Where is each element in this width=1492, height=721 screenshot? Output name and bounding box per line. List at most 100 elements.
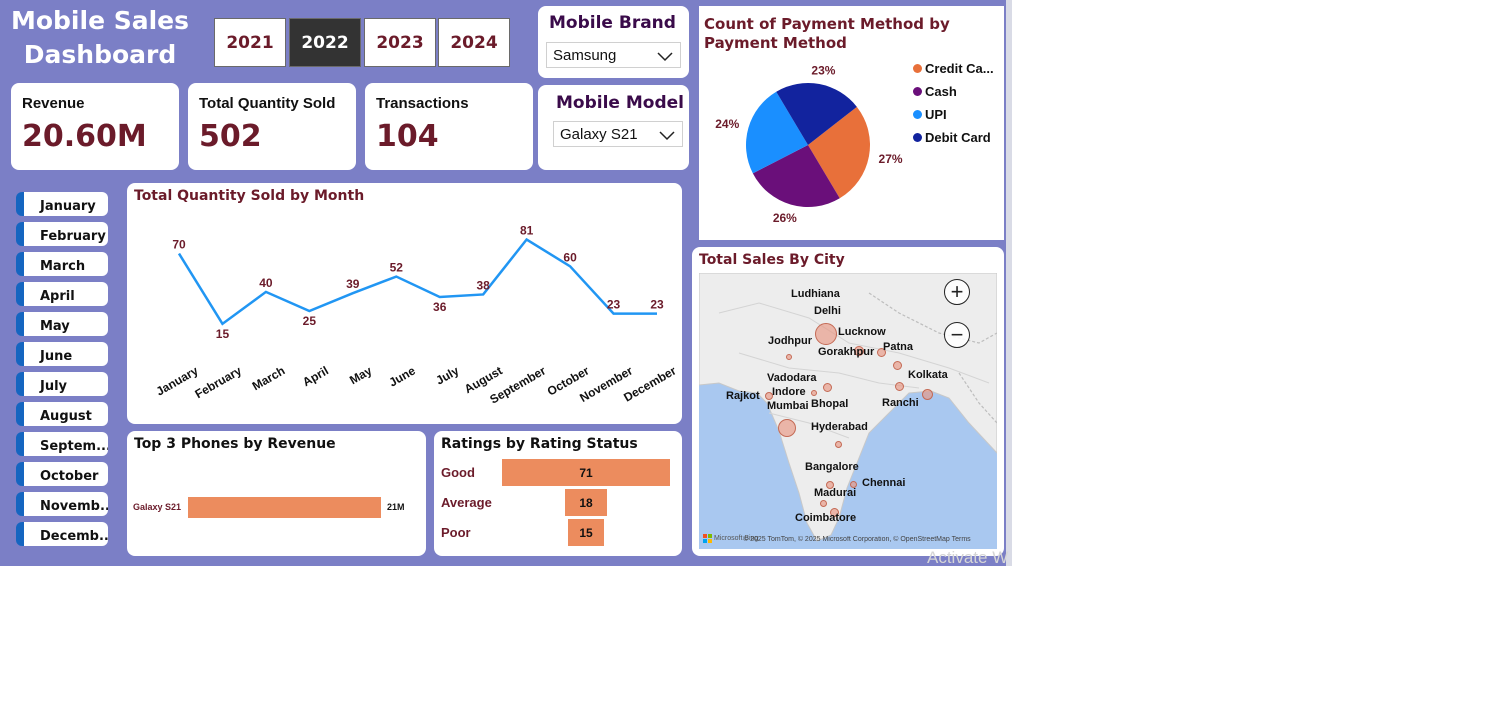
legend-credit-card[interactable]: Credit Ca... [913, 61, 994, 76]
model-dropdown[interactable]: Galaxy S21 [553, 121, 683, 147]
quantity-card: Total Quantity Sold 502 [188, 83, 356, 170]
year-2023-button[interactable]: 2023 [364, 18, 436, 67]
month-button-6[interactable]: June [16, 342, 108, 366]
data-label-6: 52 [390, 261, 404, 275]
brand-dropdown[interactable]: Samsung [546, 42, 681, 68]
city-bubble-10[interactable] [765, 392, 773, 400]
city-label-vadodara: Vadodara [767, 372, 817, 384]
city-bubble-8[interactable] [894, 381, 904, 391]
legend-credit-card-label: Credit Ca... [925, 61, 994, 76]
month-button-11[interactable]: Novemb... [16, 492, 108, 516]
pie-slice-upi[interactable] [746, 91, 808, 174]
brand-slicer-title: Mobile Brand [549, 13, 676, 33]
payment-pie-card: Count of Payment Method by Payment Metho… [699, 6, 1004, 240]
zoom-in-button[interactable]: + [944, 279, 970, 305]
month-button-8[interactable]: August [16, 402, 108, 426]
city-bubble-12[interactable] [834, 440, 842, 448]
city-bubble-7[interactable] [811, 390, 817, 396]
city-bubble-5[interactable] [892, 360, 902, 370]
city-label-indore: Indore [772, 386, 806, 398]
data-label-9: 81 [520, 224, 534, 238]
city-bubble-3[interactable] [854, 346, 864, 356]
quantity-line-chart: 70 January 15 February 40 March 25 April 39 May 52… [154, 224, 679, 407]
month-button-5[interactable]: May [16, 312, 108, 336]
month-button-12[interactable]: Decemb... [16, 522, 108, 546]
x-tick-label-7: July [433, 363, 461, 387]
title-line-1: Mobile Sales [10, 6, 190, 35]
month-button-3[interactable]: March [16, 252, 108, 276]
legend-upi-label: UPI [925, 107, 947, 122]
city-bubble-15[interactable] [819, 499, 827, 507]
city-bubble-16[interactable] [829, 507, 839, 517]
city-map[interactable]: Ludhiana Delhi Lucknow Jodhpur Gorakhpur Patn… [699, 273, 997, 549]
zoom-out-button[interactable]: − [944, 322, 970, 348]
brand-slicer: Mobile Brand Samsung [538, 6, 689, 78]
city-bubble-14[interactable] [849, 480, 857, 488]
city-bubble-2[interactable] [786, 354, 792, 360]
pie-slice-cash[interactable] [752, 145, 840, 207]
city-label-ranchi: Ranchi [882, 397, 919, 409]
city-bubble-9[interactable] [921, 388, 933, 400]
city-label-kolkata: Kolkata [908, 369, 948, 381]
city-bubble-4[interactable] [876, 347, 886, 357]
city-bubble-6[interactable] [822, 382, 832, 392]
rating-label-average: Average [441, 495, 492, 510]
phone-revenue-bar[interactable] [188, 497, 381, 518]
city-label-delhi: Delhi [814, 305, 841, 317]
revenue-card: Revenue 20.60M [11, 83, 179, 170]
rating-bar-average[interactable]: 18 [564, 489, 608, 516]
payment-pie-chart: 27% 26% 24% 23% [715, 63, 903, 225]
month-button-4[interactable]: April [16, 282, 108, 306]
pie-slice-debit-card[interactable] [776, 82, 857, 145]
transactions-card: Transactions 104 [365, 83, 533, 170]
payment-chart-title: Count of Payment Method by Payment Metho… [704, 15, 950, 52]
quantity-line-card: Total Quantity Sold by Month 70 January 15… [127, 183, 682, 424]
month-button-7[interactable]: July [16, 372, 108, 396]
city-label-madurai: Madurai [814, 487, 857, 499]
legend-dot-icon [913, 133, 922, 142]
x-tick-label-3: March [250, 363, 288, 393]
data-label-3: 40 [259, 276, 273, 290]
city-label-bhopal: Bhopal [811, 398, 849, 410]
month-button-9[interactable]: Septem... [16, 432, 108, 456]
year-2021-button[interactable]: 2021 [214, 18, 286, 67]
x-tick-label-2: February [192, 363, 244, 401]
month-button-2[interactable]: February [16, 222, 108, 246]
city-label-coimbatore: Coimbatore [795, 512, 857, 524]
phone-category-label: Galaxy S21 [133, 502, 182, 512]
legend-cash[interactable]: Cash [913, 84, 957, 99]
pie-slice-credit-card[interactable] [808, 106, 870, 199]
map-attribution[interactable]: © 2025 TomTom, © 2025 Microsoft Corporat… [743, 536, 971, 543]
year-2024-button[interactable]: 2024 [438, 18, 510, 67]
legend-upi[interactable]: UPI [913, 107, 947, 122]
right-strip [1006, 0, 1012, 566]
year-2022-button[interactable]: 2022 [289, 18, 361, 67]
city-bubble-11[interactable] [778, 419, 796, 437]
legend-dot-icon [913, 64, 922, 73]
rating-bar-poor[interactable]: 15 [568, 519, 604, 546]
month-button-10[interactable]: October [16, 462, 108, 486]
brand-dropdown-value: Samsung [553, 46, 617, 64]
revenue-label: Revenue [22, 95, 85, 112]
quantity-series-line [177, 237, 657, 326]
model-slicer-title: Mobile Model [556, 93, 684, 113]
x-tick-label-1: January [154, 363, 201, 398]
city-label-chennai: Chennai [862, 477, 906, 489]
legend-debit-card[interactable]: Debit Card [913, 130, 991, 145]
dashboard-title: Mobile Sales Dashboard [10, 4, 190, 72]
data-label-1: 70 [172, 238, 186, 252]
city-bubble-13[interactable] [826, 481, 834, 489]
legend-dot-icon [913, 110, 922, 119]
model-dropdown-value: Galaxy S21 [560, 125, 638, 143]
city-label-patna: Patna [883, 341, 913, 353]
chevron-down-icon [657, 52, 673, 62]
quantity-value: 502 [199, 119, 262, 154]
month-button-1[interactable]: January [16, 192, 108, 216]
city-map-title: Total Sales By City [699, 252, 845, 268]
city-bubble-1[interactable] [815, 323, 837, 345]
city-map-card: Total Sales By City Ludhiana Delhi Lucknow… [692, 247, 1004, 556]
pie-label-4: 23% [811, 63, 835, 77]
phone-revenue-value: 21M [387, 502, 405, 512]
rating-bar-good[interactable]: 71 [502, 459, 670, 486]
ratings-title: Ratings by Rating Status [441, 436, 638, 452]
